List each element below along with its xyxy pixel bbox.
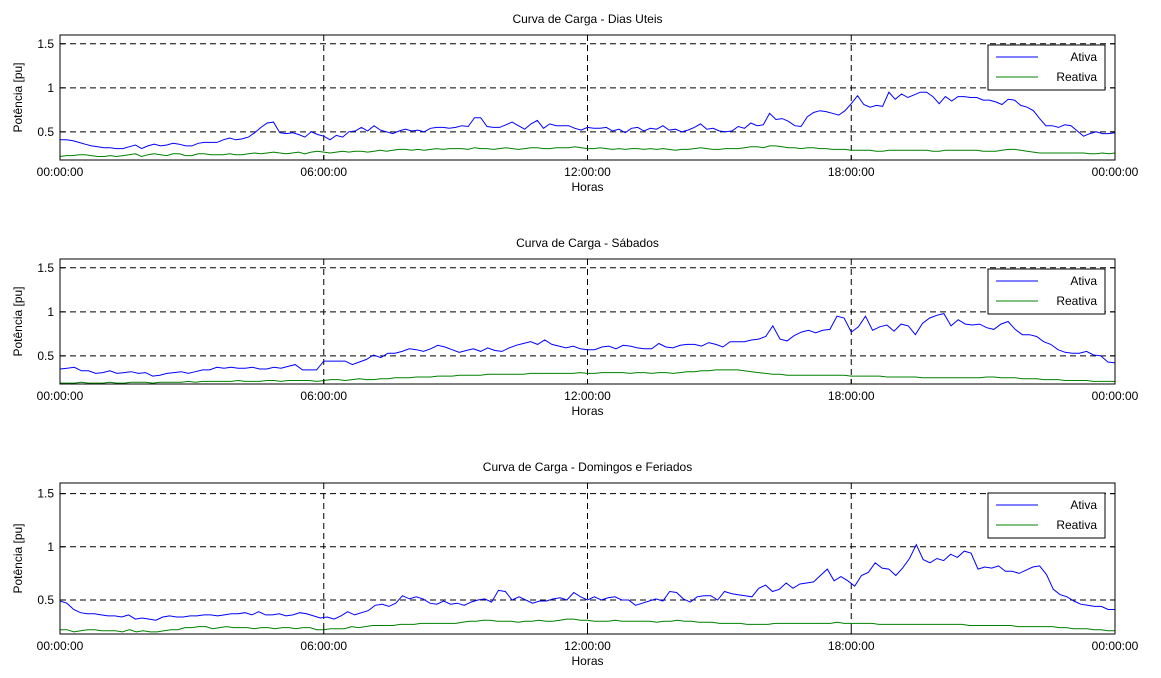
x-tick-label: 00:00:00	[37, 389, 84, 403]
legend: Ativa Reativa	[987, 492, 1106, 539]
y-tick-label: 0.5	[37, 125, 54, 139]
legend-label-reativa: Reativa	[1056, 518, 1097, 532]
y-tick-label: 1	[47, 81, 54, 95]
chart-title: Curva de Carga - Domingos e Feriados	[483, 460, 692, 474]
x-axis-label: Horas	[571, 404, 603, 418]
y-tick-label: 1	[47, 540, 54, 554]
y-axis-label: Potência [pu]	[11, 286, 25, 356]
series-line-reativa	[60, 618, 1115, 633]
legend-box	[987, 268, 1106, 315]
x-axis-label: Horas	[571, 180, 603, 194]
x-tick-label: 00:00:00	[1092, 639, 1139, 653]
x-tick-label: 00:00:00	[1092, 165, 1139, 179]
y-tick-label: 1.5	[37, 261, 54, 275]
x-tick-label: 18:00:00	[828, 639, 875, 653]
legend-label-reativa: Reativa	[1056, 70, 1097, 84]
x-tick-label: 12:00:00	[564, 389, 611, 403]
series-line-ativa	[60, 91, 1115, 150]
x-tick-label: 06:00:00	[300, 389, 347, 403]
x-tick-label: 06:00:00	[300, 639, 347, 653]
chart-title: Curva de Carga - Dias Uteis	[512, 12, 662, 26]
x-tick-label: 00:00:00	[37, 639, 84, 653]
y-tick-label: 0.5	[37, 593, 54, 607]
y-tick-label: 1.5	[37, 487, 54, 501]
x-axis-label: Horas	[571, 654, 603, 668]
y-tick-label: 1	[47, 305, 54, 319]
chart-panel-3: 0.5 1 1.5 00:00:00 06:00:00 12:00:00 18:00:00 0…	[11, 460, 1139, 668]
legend: Ativa Reativa	[987, 44, 1106, 91]
y-axis-label: Potência [pu]	[11, 62, 25, 132]
series-line-reativa	[60, 369, 1115, 384]
series-line-ativa	[60, 313, 1115, 377]
x-tick-label: 18:00:00	[828, 165, 875, 179]
legend-box	[987, 44, 1106, 91]
x-tick-label: 12:00:00	[564, 165, 611, 179]
chart-panel-1: 0.5 1 1.5 00:00:00 06:00:00 12:00:00 18:00:00 0…	[11, 12, 1139, 194]
legend-box	[987, 492, 1106, 539]
x-tick-label: 12:00:00	[564, 639, 611, 653]
legend-label-reativa: Reativa	[1056, 294, 1097, 308]
x-tick-label: 18:00:00	[828, 389, 875, 403]
x-tick-label: 06:00:00	[300, 165, 347, 179]
legend-label-ativa: Ativa	[1070, 50, 1097, 64]
legend-label-ativa: Ativa	[1070, 498, 1097, 512]
y-tick-label: 0.5	[37, 349, 54, 363]
legend-label-ativa: Ativa	[1070, 274, 1097, 288]
legend: Ativa Reativa	[987, 268, 1106, 315]
x-tick-label: 00:00:00	[1092, 389, 1139, 403]
series-line-reativa	[60, 145, 1115, 158]
chart-panel-2: 0.5 1 1.5 00:00:00 06:00:00 12:00:00 18:00:00 0…	[11, 236, 1139, 418]
y-tick-label: 1.5	[37, 37, 54, 51]
x-tick-label: 00:00:00	[37, 165, 84, 179]
series-line-ativa	[60, 543, 1115, 621]
y-axis-label: Potência [pu]	[11, 523, 25, 593]
chart-title: Curva de Carga - Sábados	[516, 236, 659, 250]
